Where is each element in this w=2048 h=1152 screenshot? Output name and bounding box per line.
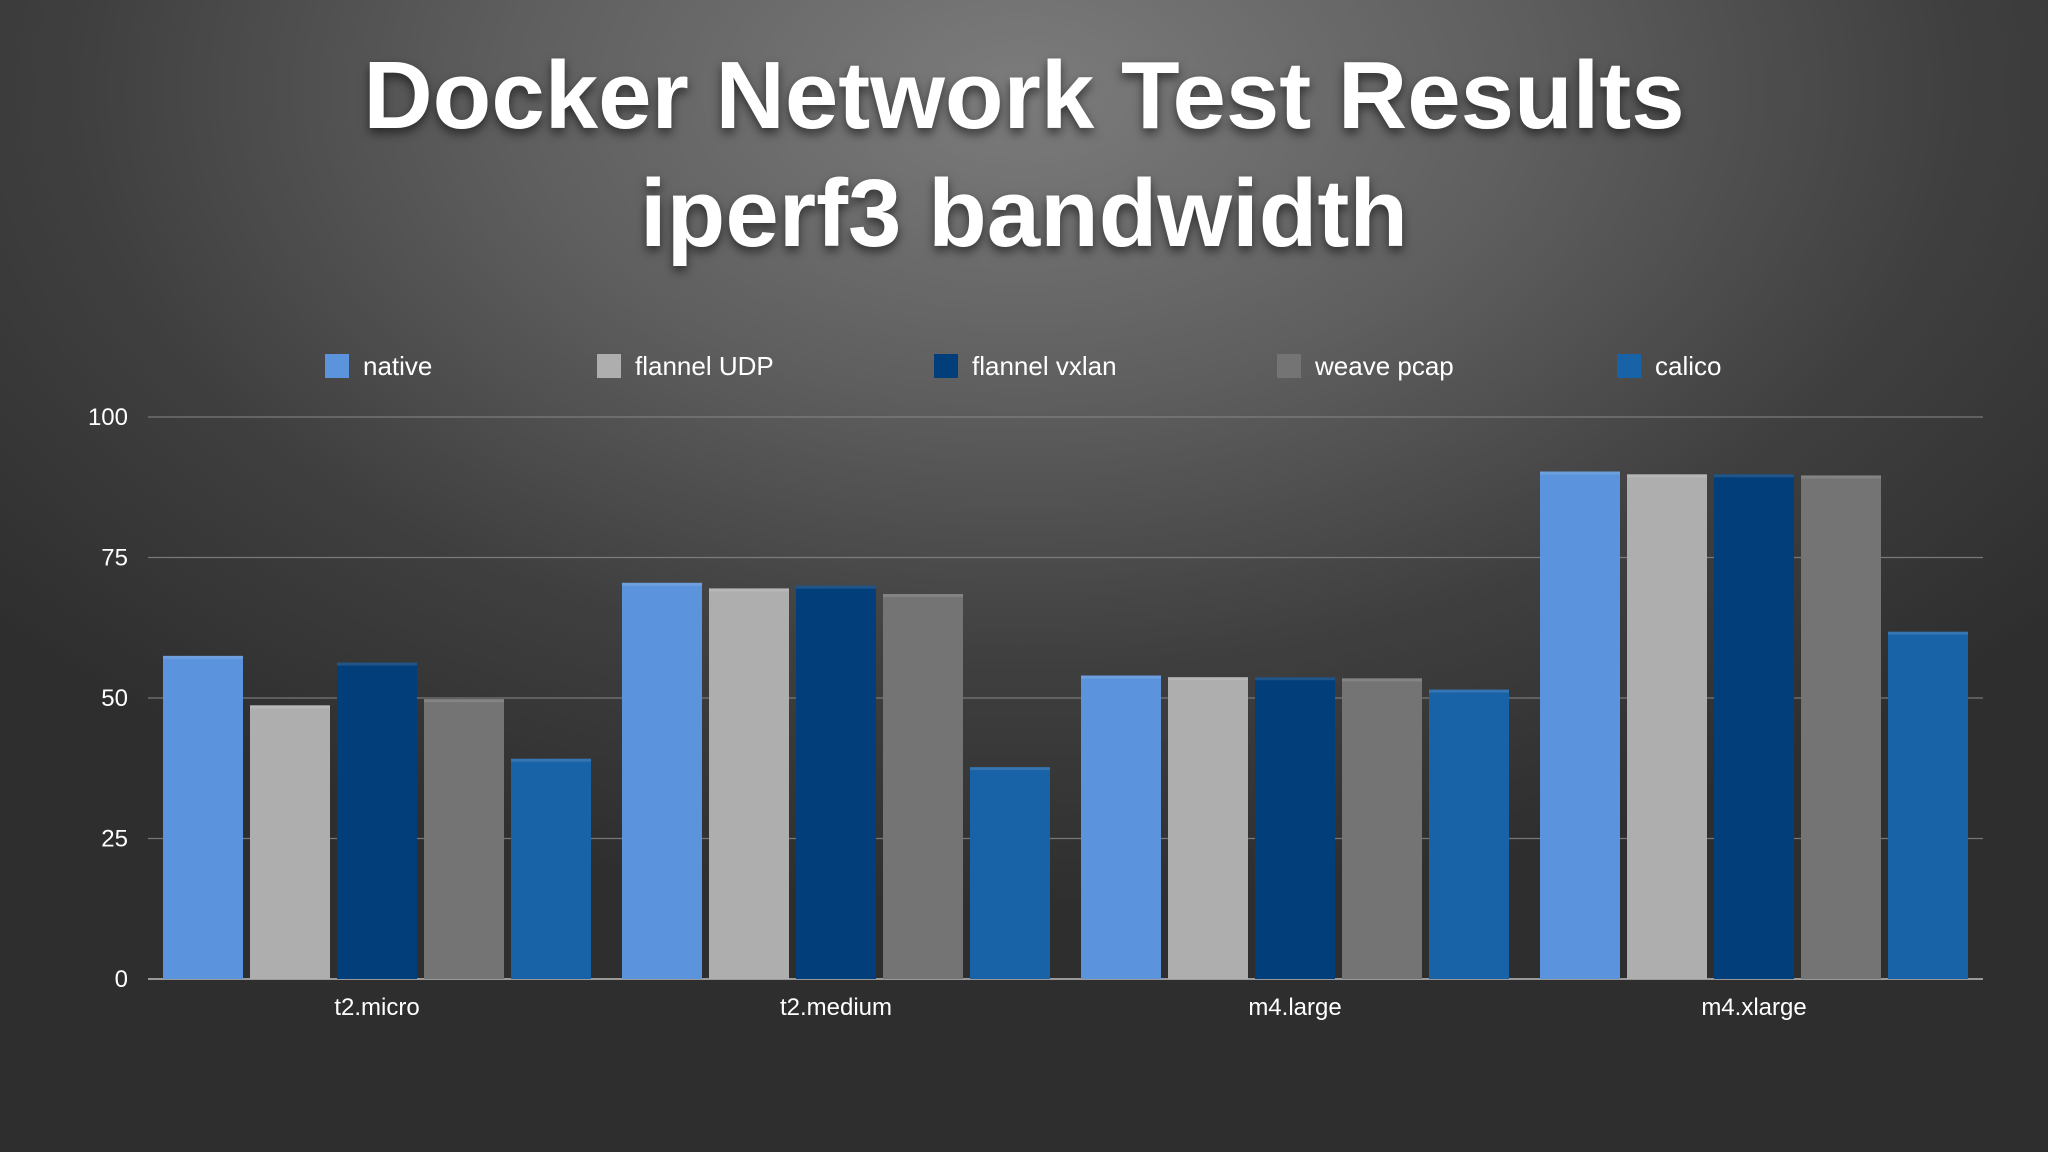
chart-subtitle: iperf3 bandwidth [640, 160, 1408, 267]
bar-highlight [250, 705, 330, 709]
bar [796, 585, 876, 979]
legend-item-weave-pcap: weave pcap [1277, 346, 1454, 386]
bar [1627, 474, 1707, 979]
y-tick-label: 0 [115, 966, 128, 993]
bar-highlight [511, 758, 591, 762]
bar-highlight [1429, 689, 1509, 693]
bar-highlight [796, 585, 876, 589]
y-tick-label: 75 [101, 545, 128, 572]
bar [883, 594, 963, 979]
bar [511, 758, 591, 979]
legend-swatch-calico [1617, 354, 1641, 378]
bar-highlight [1168, 677, 1248, 681]
bar [337, 662, 417, 979]
bar-highlight [1255, 677, 1335, 681]
legend-label-calico: calico [1655, 350, 1722, 381]
legend-label-weave-pcap: weave pcap [1315, 350, 1454, 381]
x-tick-label: t2.micro [334, 994, 419, 1021]
bar [1342, 678, 1422, 979]
bar-highlight [1627, 474, 1707, 478]
x-tick-label: t2.medium [780, 994, 892, 1021]
bar [1801, 475, 1881, 979]
bar [424, 699, 504, 979]
bar-highlight [337, 662, 417, 666]
bar [622, 582, 702, 979]
x-tick-label: m4.xlarge [1701, 994, 1806, 1021]
bar [1540, 471, 1620, 979]
x-tick-label: m4.large [1248, 994, 1341, 1021]
bar-highlight [970, 767, 1050, 771]
bar-highlight [1081, 675, 1161, 679]
bar-highlight [883, 594, 963, 598]
bar [1429, 689, 1509, 979]
legend-label-flannel-vxlan: flannel vxlan [972, 350, 1117, 381]
bar-highlight [1714, 474, 1794, 478]
legend-item-calico: calico [1617, 346, 1721, 386]
chart-title: Docker Network Test Results [363, 42, 1685, 149]
legend-label-native: native [363, 350, 433, 381]
bar-highlight [424, 699, 504, 703]
legend-swatch-weave-pcap [1277, 354, 1301, 378]
legend-item-native: native [325, 346, 432, 386]
y-tick-label: 25 [101, 826, 128, 853]
bar [163, 655, 243, 979]
bar-highlight [1801, 475, 1881, 479]
legend-swatch-native [325, 354, 349, 378]
legend-label-flannel-udp: flannel UDP [635, 350, 774, 381]
bar-highlight [1540, 471, 1620, 475]
legend-swatch-flannel-udp [597, 354, 621, 378]
bar [970, 767, 1050, 979]
bar-highlight [163, 655, 243, 659]
legend-item-flannel-udp: flannel UDP [597, 346, 774, 386]
legend-swatch-flannel-vxlan [934, 354, 958, 378]
bar [1255, 677, 1335, 979]
bar [1714, 474, 1794, 979]
y-tick-label: 50 [101, 685, 128, 712]
bar [709, 588, 789, 979]
bar [1888, 631, 1968, 979]
bar-highlight [622, 582, 702, 586]
bar [250, 705, 330, 979]
bar [1168, 677, 1248, 979]
bar [1081, 675, 1161, 979]
bar-highlight [1342, 678, 1422, 682]
legend-item-flannel-vxlan: flannel vxlan [934, 346, 1117, 386]
bar-highlight [1888, 631, 1968, 635]
y-tick-label: 100 [88, 404, 128, 431]
legend: native flannel UDP flannel vxlan weave p… [0, 346, 2048, 386]
bar-highlight [709, 588, 789, 592]
